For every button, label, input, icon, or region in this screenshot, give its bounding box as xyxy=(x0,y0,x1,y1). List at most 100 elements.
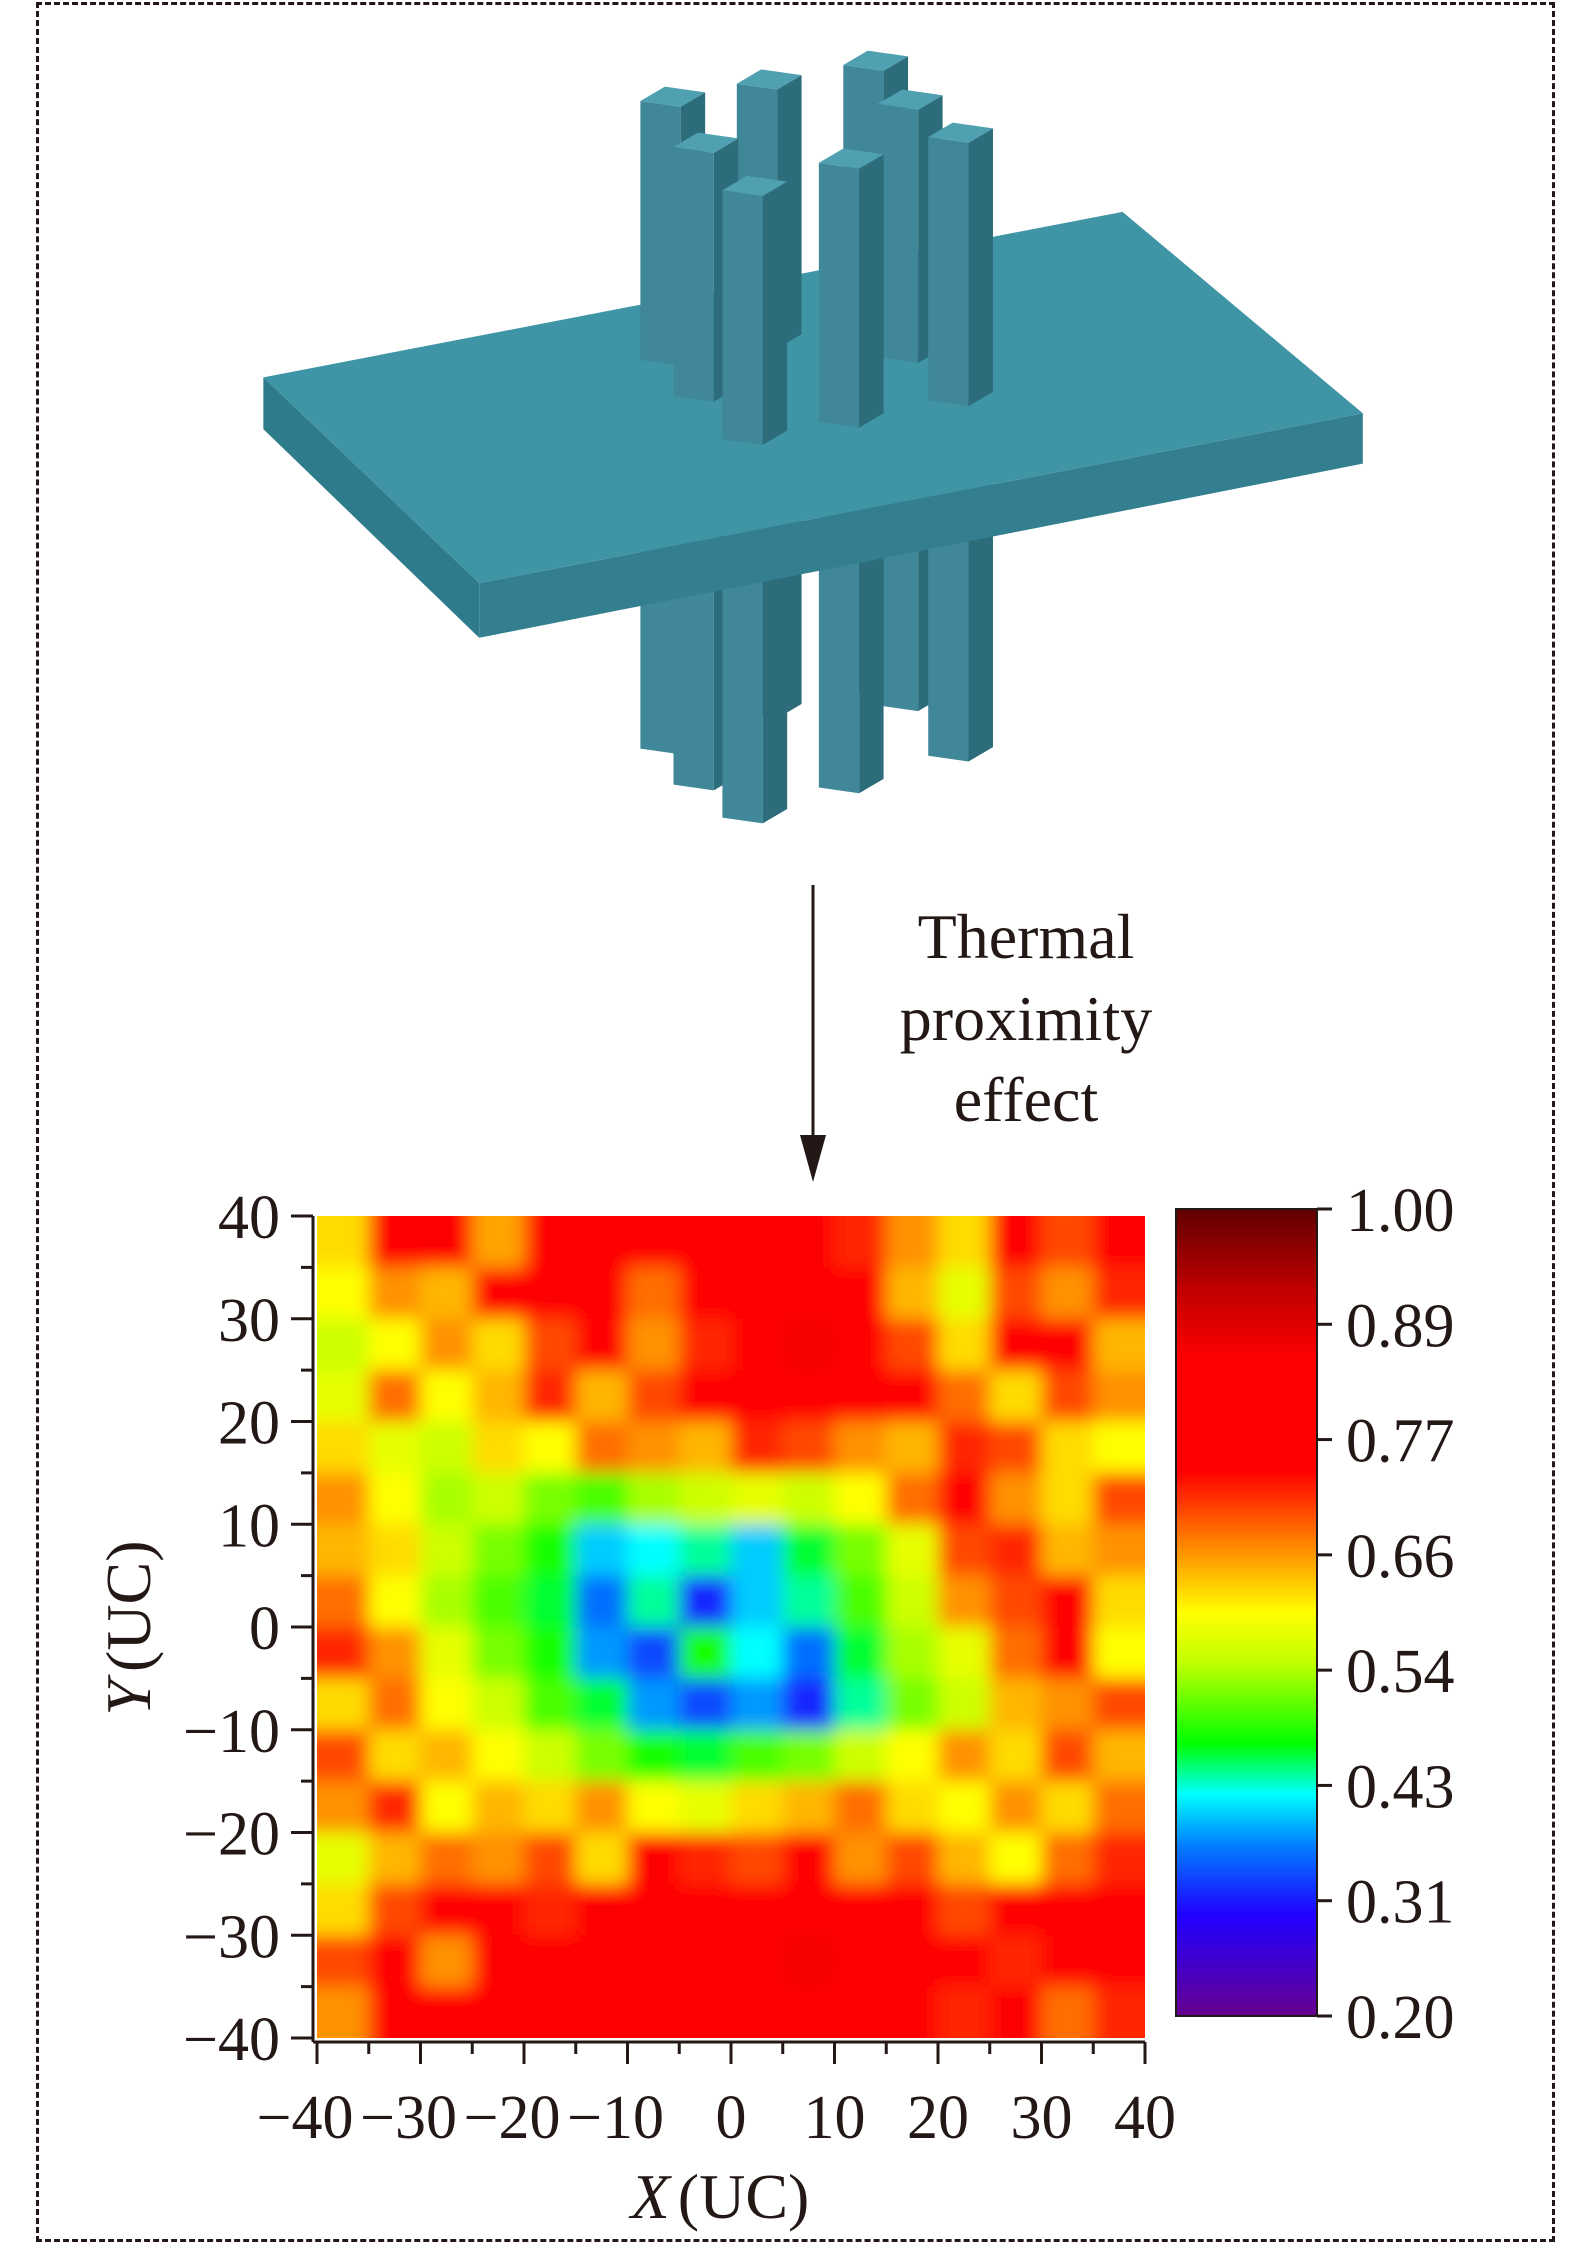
heatmap-cell xyxy=(989,1472,1043,1526)
heatmap-cell xyxy=(782,1832,836,1885)
heatmap-cell xyxy=(368,1883,422,1937)
x-tick-label: 10 xyxy=(804,2084,866,2152)
heatmap-cell xyxy=(679,1832,732,1885)
heatmap-cell xyxy=(731,1935,784,1988)
heatmap-cell xyxy=(731,1318,784,1372)
heatmap-cell xyxy=(575,1370,629,1423)
heatmap-cell xyxy=(782,1318,836,1372)
heatmap-cell xyxy=(420,1575,474,1628)
heatmap-cell xyxy=(834,1524,888,1577)
heatmap-cell xyxy=(1041,1318,1095,1372)
heatmap-cell xyxy=(989,1267,1043,1320)
heatmap-cell xyxy=(938,1935,991,1988)
heatmap-cell xyxy=(1041,1575,1095,1628)
heatmap-cell xyxy=(989,1781,1043,1834)
heatmap-cell xyxy=(627,1472,681,1526)
heatmap-cell xyxy=(1093,1575,1145,1628)
heatmap-cell xyxy=(317,1627,370,1680)
heatmap-cell xyxy=(731,1627,784,1680)
heatmap-cell xyxy=(679,1421,732,1474)
heatmap-cell xyxy=(679,1318,732,1372)
heatmap-cell xyxy=(679,1627,732,1680)
heatmap-cell xyxy=(989,1935,1043,1988)
heatmap-cell xyxy=(472,1935,525,1988)
heatmap-cell xyxy=(420,1832,474,1885)
heatmap-cell xyxy=(420,1472,474,1526)
y-tick-label: −20 xyxy=(183,1801,280,1869)
heatmap-cell xyxy=(1093,1267,1145,1320)
heatmap-cell xyxy=(886,1370,939,1423)
y-tick-label: 0 xyxy=(249,1595,280,1663)
heatmap-cell xyxy=(834,1678,888,1731)
heatmap-cell xyxy=(782,1627,836,1680)
heatmap-cell xyxy=(782,1781,836,1834)
heatmap-cell xyxy=(938,1781,991,1834)
heatmap-cell xyxy=(1041,1524,1095,1577)
heatmap-cell xyxy=(834,1318,888,1372)
heatmap-cell xyxy=(679,1935,732,1988)
heatmap-cell xyxy=(886,1883,939,1937)
heatmap-cell xyxy=(989,1678,1043,1731)
heatmap-cell xyxy=(1093,1678,1145,1731)
heatmap-cell xyxy=(627,1986,681,2038)
heatmap-cell xyxy=(317,1883,370,1937)
colorbar-tick-label: 0.43 xyxy=(1346,1753,1455,1821)
heatmap-cell xyxy=(731,1883,784,1937)
x-tick-label: 30 xyxy=(1011,2084,1073,2152)
heatmap-cell xyxy=(420,1883,474,1937)
colorbar-tick-label: 0.89 xyxy=(1346,1292,1455,1360)
heatmap-cell xyxy=(1093,1524,1145,1577)
heatmap-cell xyxy=(1041,1832,1095,1885)
heatmap-cell xyxy=(524,1421,577,1474)
heatmap-cell xyxy=(938,1421,991,1474)
heatmap-cell xyxy=(472,1370,525,1423)
x-tick-label: −30 xyxy=(360,2084,457,2152)
heatmap-cell xyxy=(472,1524,525,1577)
heatmap-cell xyxy=(782,1267,836,1320)
heatmap-cell xyxy=(575,1318,629,1372)
heatmap-cell xyxy=(938,1524,991,1577)
heatmap-cell xyxy=(472,1267,525,1320)
colorbar-tick-label: 0.31 xyxy=(1346,1869,1455,1937)
heatmap-cell xyxy=(368,1370,422,1423)
x-tick-label: −40 xyxy=(257,2084,354,2152)
heatmap-cell xyxy=(627,1524,681,1577)
heatmap-cell xyxy=(886,1678,939,1731)
heatmap-cell xyxy=(886,1421,939,1474)
heatmap-cell xyxy=(731,1575,784,1628)
heatmap-cell xyxy=(938,1318,991,1372)
heatmap-cell xyxy=(627,1216,681,1269)
heatmap-cell xyxy=(1041,1678,1095,1731)
heatmap-cell xyxy=(627,1678,681,1731)
heatmap-cell xyxy=(368,1216,422,1269)
heatmap-cell xyxy=(782,1472,836,1526)
heatmap-cell xyxy=(886,1627,939,1680)
heatmap-cell xyxy=(938,1370,991,1423)
heatmap-cell xyxy=(834,1883,888,1937)
heatmap-cell xyxy=(989,1421,1043,1474)
heatmap-cell xyxy=(368,1472,422,1526)
heatmap-cell xyxy=(989,1883,1043,1937)
heatmap-cell xyxy=(782,1575,836,1628)
heatmap-cell xyxy=(317,1781,370,1834)
heatmap-cell xyxy=(782,1370,836,1423)
heatmap-cell xyxy=(420,1729,474,1783)
heatmap-cell xyxy=(368,1575,422,1628)
x-tick-label: −10 xyxy=(567,2084,664,2152)
heatmap-cell xyxy=(524,1216,577,1269)
pillar-upper xyxy=(818,148,884,428)
heatmap-cell xyxy=(731,1267,784,1320)
heatmap-cell xyxy=(524,1318,577,1372)
heatmap-cell xyxy=(834,1421,888,1474)
heatmap-cell xyxy=(627,1421,681,1474)
heatmap-cell xyxy=(575,1575,629,1628)
plate-front xyxy=(479,413,1363,638)
heatmap-cell xyxy=(575,1781,629,1834)
heatmap-cell xyxy=(420,1267,474,1320)
heatmap-cell xyxy=(679,1781,732,1834)
heatmap-cell xyxy=(731,1832,784,1885)
heatmap-cell xyxy=(782,1524,836,1577)
heatmap-cell xyxy=(1041,1729,1095,1783)
heatmap-cell xyxy=(627,1575,681,1628)
